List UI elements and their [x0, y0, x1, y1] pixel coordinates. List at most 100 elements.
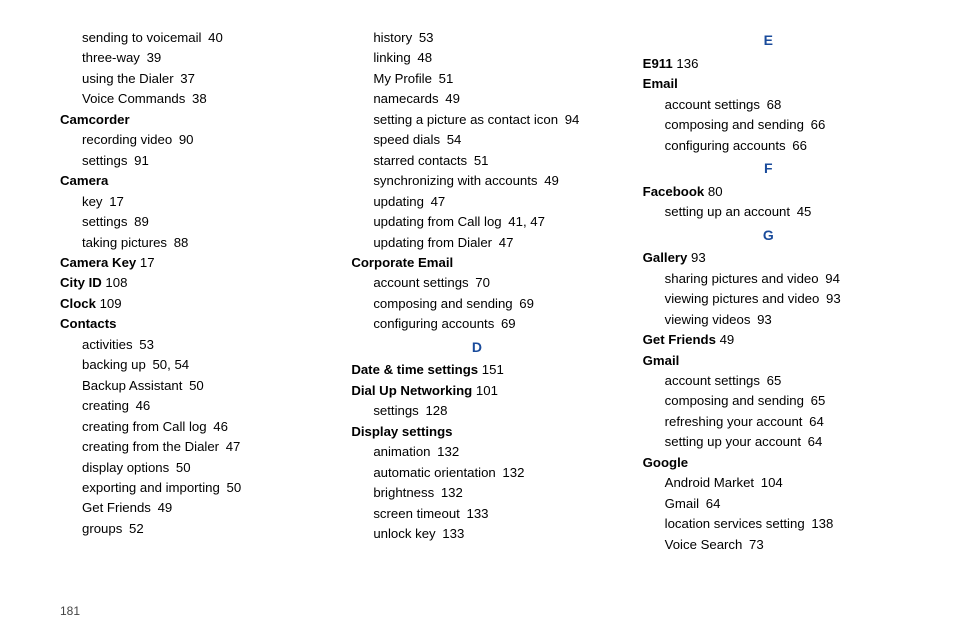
page-ref: 39	[143, 50, 161, 65]
index-subentry: synchronizing with accounts 49	[351, 171, 602, 191]
topic-label: Clock	[60, 296, 96, 311]
page-ref: 109	[96, 296, 122, 311]
page-ref: 50, 54	[149, 357, 189, 372]
subentry-label: namecards	[373, 91, 438, 106]
page-ref: 46	[210, 419, 228, 434]
subentry-label: setting a picture as contact icon	[373, 112, 558, 127]
subentry-label: using the Dialer	[82, 71, 174, 86]
index-subentry: screen timeout 133	[351, 504, 602, 524]
page-ref: 38	[188, 91, 206, 106]
index-subentry: exporting and importing 50	[60, 478, 311, 498]
index-subentry: sending to voicemail 40	[60, 28, 311, 48]
subentry-label: account settings	[373, 275, 468, 290]
index-subentry: taking pictures 88	[60, 233, 311, 253]
index-topic: Gallery 93	[643, 248, 894, 268]
subentry-label: settings	[82, 214, 127, 229]
page-ref: 66	[789, 138, 807, 153]
subentry-label: key	[82, 194, 103, 209]
subentry-label: updating	[373, 194, 424, 209]
section-letter: F	[643, 158, 894, 180]
index-topic: Google	[643, 453, 894, 473]
subentry-label: three-way	[82, 50, 140, 65]
page-ref: 132	[437, 485, 463, 500]
index-subentry: location services setting 138	[643, 514, 894, 534]
subentry-label: synchronizing with accounts	[373, 173, 537, 188]
index-subentry: Android Market 104	[643, 473, 894, 493]
subentry-label: setting up your account	[665, 434, 801, 449]
index-subentry: updating from Call log 41, 47	[351, 212, 602, 232]
page-ref: 50	[185, 378, 203, 393]
page-ref: 65	[807, 393, 825, 408]
index-topic: Facebook 80	[643, 182, 894, 202]
topic-label: Email	[643, 76, 678, 91]
subentry-label: account settings	[665, 97, 760, 112]
index-subentry: backing up 50, 54	[60, 355, 311, 375]
page-ref: 136	[673, 56, 699, 71]
subentry-label: account settings	[665, 373, 760, 388]
index-subentry: Voice Commands 38	[60, 89, 311, 109]
subentry-label: settings	[373, 403, 418, 418]
page-ref: 133	[463, 506, 489, 521]
page-ref: 50	[223, 480, 241, 495]
page-ref: 69	[516, 296, 534, 311]
subentry-label: display options	[82, 460, 169, 475]
index-topic: Clock 109	[60, 294, 311, 314]
page-ref: 51	[435, 71, 453, 86]
page-ref: 93	[822, 291, 840, 306]
index-subentry: account settings 65	[643, 371, 894, 391]
index-topic: Camcorder	[60, 110, 311, 130]
topic-label: Gmail	[643, 353, 680, 368]
page-ref: 90	[175, 132, 193, 147]
index-topic: Email	[643, 74, 894, 94]
subentry-label: creating from Call log	[82, 419, 207, 434]
page-ref: 132	[434, 444, 460, 459]
index-subentry: display options 50	[60, 458, 311, 478]
page-ref: 54	[443, 132, 461, 147]
index-subentry: creating 46	[60, 396, 311, 416]
page-ref: 132	[499, 465, 525, 480]
page-ref: 66	[807, 117, 825, 132]
topic-label: E911	[643, 56, 673, 71]
page-ref: 69	[497, 316, 515, 331]
topic-label: Corporate Email	[351, 255, 453, 270]
column-1: sending to voicemail 40 three-way 39 using…	[60, 28, 311, 555]
index-subentry: viewing videos 93	[643, 310, 894, 330]
page-ref: 64	[804, 434, 822, 449]
page-ref: 52	[125, 521, 143, 536]
subentry-label: sending to voicemail	[82, 30, 202, 45]
index-topic: City ID 108	[60, 273, 311, 293]
page-ref: 17	[106, 194, 124, 209]
index-subentry: setting up an account 45	[643, 202, 894, 222]
page-ref: 91	[130, 153, 148, 168]
subentry-label: Voice Commands	[82, 91, 185, 106]
page-ref: 50	[172, 460, 190, 475]
subentry-label: backing up	[82, 357, 146, 372]
page-ref: 101	[472, 383, 498, 398]
subentry-label: viewing pictures and video	[665, 291, 820, 306]
index-subentry: account settings 70	[351, 273, 602, 293]
index-subentry: sharing pictures and video 94	[643, 269, 894, 289]
topic-label: Facebook	[643, 184, 705, 199]
subentry-label: brightness	[373, 485, 434, 500]
index-subentry: creating from Call log 46	[60, 417, 311, 437]
index-subentry: setting a picture as contact icon 94	[351, 110, 602, 130]
subentry-label: taking pictures	[82, 235, 167, 250]
page-ref: 80	[704, 184, 722, 199]
subentry-label: groups	[82, 521, 122, 536]
section-letter: G	[643, 225, 894, 247]
index-subentry: configuring accounts 66	[643, 136, 894, 156]
page-ref: 47	[222, 439, 240, 454]
topic-label: Camera	[60, 173, 108, 188]
subentry-label: composing and sending	[665, 117, 804, 132]
index-subentry: composing and sending 69	[351, 294, 602, 314]
page-ref: 49	[716, 332, 734, 347]
page-ref: 47	[427, 194, 445, 209]
index-subentry: linking 48	[351, 48, 602, 68]
page-ref: 70	[472, 275, 490, 290]
index-subentry: Get Friends 49	[60, 498, 311, 518]
page-ref: 46	[132, 398, 150, 413]
index-subentry: Gmail 64	[643, 494, 894, 514]
subentry-label: speed dials	[373, 132, 440, 147]
index-subentry: speed dials 54	[351, 130, 602, 150]
index-subentry: Backup Assistant 50	[60, 376, 311, 396]
